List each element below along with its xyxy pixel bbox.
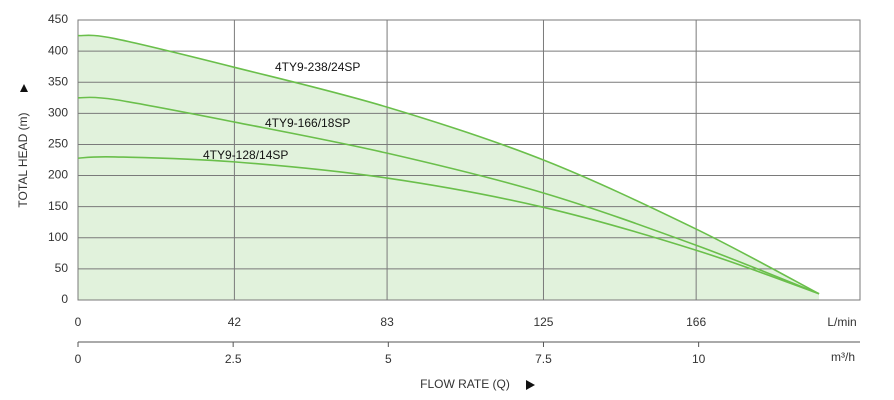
x2-tick-label: 10 — [692, 352, 706, 366]
y-tick-label: 150 — [48, 199, 68, 213]
y-arrow — [20, 84, 28, 92]
x-tick-label: 42 — [228, 315, 242, 329]
x2-tick-label: 0 — [75, 352, 82, 366]
x-tick-label: 166 — [686, 315, 706, 329]
x2-tick-label: 2.5 — [225, 352, 242, 366]
x-tick-label: 0 — [75, 315, 82, 329]
y-tick-label: 450 — [48, 12, 68, 26]
x2-unit: m³/h — [831, 350, 855, 364]
y-tick-label: 200 — [48, 168, 68, 182]
x-tick-label: 83 — [380, 315, 394, 329]
x-axis-label: FLOW RATE (Q) — [420, 377, 510, 391]
curve-label: 4TY9-166/18SP — [265, 116, 350, 130]
plot-border — [77, 19, 861, 301]
x2-tick-label: 5 — [385, 352, 392, 366]
x2-tick-label: 7.5 — [535, 352, 552, 366]
y-tick-label: 400 — [48, 43, 68, 57]
x-arrow — [526, 380, 535, 390]
y-tick-label: 300 — [48, 106, 68, 120]
y-tick-label: 50 — [55, 261, 69, 275]
curve-label: 4TY9-238/24SP — [275, 60, 360, 74]
curve — [77, 155, 820, 295]
x-tick-label: 125 — [533, 315, 553, 329]
curve — [77, 96, 820, 295]
curve-label: 4TY9-128/14SP — [203, 148, 288, 162]
curve — [77, 34, 820, 295]
y-tick-label: 350 — [48, 74, 68, 88]
y-tick-label: 0 — [61, 292, 68, 306]
y-axis-label: TOTAL HEAD (m) — [16, 112, 30, 207]
x-unit: L/min — [827, 315, 856, 329]
y-tick-label: 250 — [48, 137, 68, 151]
y-tick-label: 100 — [48, 230, 68, 244]
